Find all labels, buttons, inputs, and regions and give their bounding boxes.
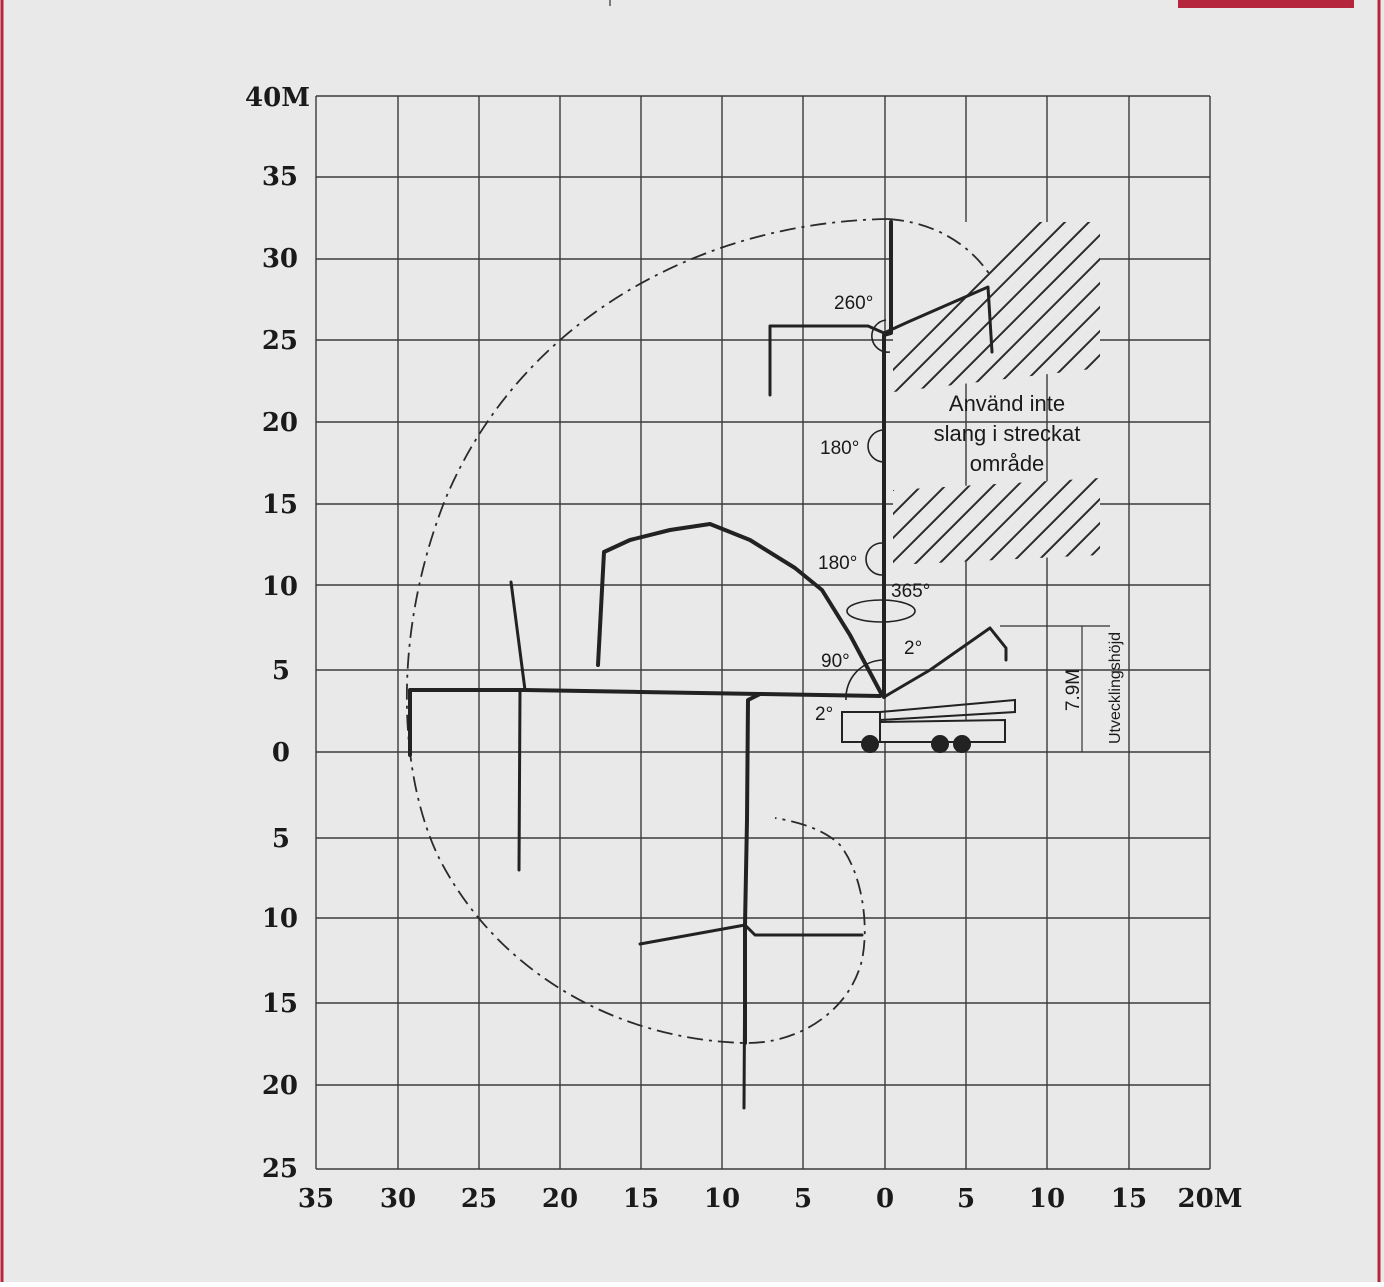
- x-tick: 20: [542, 1184, 578, 1214]
- unfold-height-value: 7.9M: [1063, 669, 1084, 711]
- hatch-line: [932, 222, 1100, 565]
- y-tick: 0: [272, 738, 290, 768]
- boom-positions: [408, 220, 1008, 1110]
- no-hose-note-line: område: [970, 451, 1045, 476]
- y-tick: 25: [262, 1154, 298, 1184]
- reach-envelope: [405, 218, 991, 1044]
- x-tick: 30: [380, 1184, 416, 1214]
- angle-label: 180°: [820, 438, 859, 459]
- x-tick: 20M: [1178, 1184, 1243, 1214]
- x-tick: 15: [1111, 1184, 1147, 1214]
- unfold-height-dimension: [1000, 625, 1110, 752]
- x-tick: 25: [461, 1184, 497, 1214]
- hatch-line: [980, 222, 1100, 565]
- y-tick: 20: [262, 408, 298, 438]
- hatch-line: [893, 222, 1068, 565]
- y-tick: 40M: [245, 83, 310, 113]
- y-tick: 15: [262, 490, 298, 520]
- angle-label: 2°: [815, 704, 833, 725]
- hatch-line: [956, 222, 1100, 565]
- corner-tab: [1178, 0, 1354, 8]
- angle-label: 365°: [891, 581, 930, 602]
- x-tick: 0: [876, 1184, 894, 1214]
- no-hose-note-line: Använd inte: [949, 391, 1065, 416]
- y-tick: 5: [272, 824, 290, 854]
- no-hose-note-line: slang i streckat: [934, 421, 1081, 446]
- x-tick: 10: [1029, 1184, 1065, 1214]
- x-tick: 5: [957, 1184, 975, 1214]
- hatch-line: [1028, 222, 1100, 565]
- y-tick: 10: [262, 572, 298, 602]
- hatch-line: [1004, 222, 1100, 565]
- angle-label: 2°: [904, 638, 922, 659]
- y-tick: 30: [262, 244, 298, 274]
- rotation-arcs: [845, 319, 916, 701]
- angle-label: 180°: [818, 553, 857, 574]
- angle-label: 260°: [834, 293, 873, 314]
- unfold-height-label: Utvecklingshöjd: [1107, 632, 1124, 744]
- x-tick: 5: [794, 1184, 812, 1214]
- y-axis-ticks: 40M 35 30 25 20 15 10 5 0 5 10 15 20 25: [245, 83, 310, 1184]
- x-axis-ticks: 35 30 25 20 15 10 5 0 5 10 15 20M: [298, 1184, 1243, 1214]
- y-tick: 25: [262, 326, 298, 356]
- hatch-line: [893, 222, 1044, 565]
- y-tick: 35: [262, 162, 298, 192]
- x-tick: 35: [298, 1184, 334, 1214]
- x-tick: 10: [704, 1184, 740, 1214]
- angle-label: 90°: [821, 651, 850, 672]
- y-tick: 5: [272, 656, 290, 686]
- y-tick: 15: [262, 989, 298, 1019]
- pump-truck: [841, 698, 1016, 753]
- y-tick: 10: [262, 904, 298, 934]
- x-tick: 15: [623, 1184, 659, 1214]
- y-tick: 20: [262, 1071, 298, 1101]
